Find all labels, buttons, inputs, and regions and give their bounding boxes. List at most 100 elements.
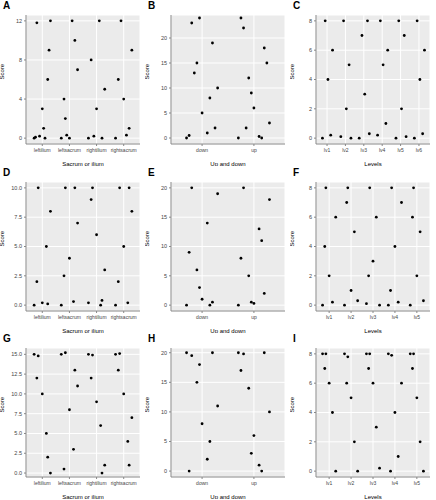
html-text:G: G [3, 333, 11, 345]
svg-text:2.5: 2.5 [14, 451, 22, 457]
svg-text:8: 8 [309, 351, 312, 357]
svg-text:12.5: 12.5 [11, 371, 22, 377]
svg-text:12: 12 [16, 18, 22, 24]
svg-text:5: 5 [164, 439, 167, 445]
svg-text:20: 20 [161, 350, 167, 356]
svg-text:20: 20 [161, 35, 167, 41]
svg-text:lv2: lv2 [342, 147, 349, 153]
svg-text:10: 10 [161, 85, 167, 91]
svg-text:down: down [196, 147, 208, 153]
svg-text:lv3: lv3 [370, 480, 377, 486]
svg-text:4: 4 [309, 76, 312, 82]
svg-text:Up and down: Up and down [210, 494, 245, 499]
svg-text:down: down [196, 313, 208, 319]
svg-text:rightilium: rightilium [87, 313, 107, 319]
svg-text:Score: Score [290, 396, 295, 412]
svg-text:0: 0 [309, 135, 312, 141]
svg-text:lv2: lv2 [348, 313, 355, 319]
svg-text:8: 8 [19, 57, 22, 63]
html-text:A: A [3, 0, 11, 11]
svg-text:5: 5 [164, 272, 167, 278]
svg-text:10.0: 10.0 [11, 391, 22, 397]
svg-text:up: up [251, 147, 257, 153]
html-text:C: C [293, 0, 301, 11]
svg-text:Score: Score [145, 63, 150, 79]
svg-text:0: 0 [19, 135, 22, 141]
svg-text:Score: Score [290, 63, 295, 79]
svg-text:rightsacrum: rightsacrum [111, 147, 137, 153]
svg-text:0: 0 [164, 468, 167, 474]
svg-text:0.0: 0.0 [14, 470, 22, 476]
svg-text:8: 8 [309, 18, 312, 24]
svg-text:Sacrum or ilium: Sacrum or ilium [62, 328, 104, 333]
svg-text:lv1: lv1 [326, 313, 333, 319]
svg-text:lv4: lv4 [392, 480, 399, 486]
svg-text:leftsacrum: leftsacrum [58, 480, 81, 486]
svg-text:rightsacrum: rightsacrum [111, 480, 137, 486]
svg-text:rightilium: rightilium [87, 147, 107, 153]
svg-text:Levels: Levels [364, 328, 381, 333]
svg-text:rightsacrum: rightsacrum [111, 313, 137, 319]
svg-text:lv3: lv3 [370, 313, 377, 319]
svg-text:lv3: lv3 [361, 147, 368, 153]
svg-text:6: 6 [309, 47, 312, 53]
svg-text:0: 0 [309, 468, 312, 474]
html-text:D: D [3, 166, 11, 178]
svg-text:lv5: lv5 [414, 480, 421, 486]
svg-text:10: 10 [161, 243, 167, 249]
svg-text:5.0: 5.0 [14, 431, 22, 437]
svg-text:leftilium: leftilium [34, 147, 51, 153]
svg-text:Levels: Levels [364, 494, 381, 499]
svg-text:lv4: lv4 [379, 147, 386, 153]
svg-text:rightilium: rightilium [87, 480, 107, 486]
svg-text:10.0: 10.0 [11, 184, 22, 190]
svg-text:2: 2 [309, 106, 312, 112]
svg-text:15: 15 [161, 214, 167, 220]
svg-text:lv2: lv2 [348, 480, 355, 486]
svg-text:Up and down: Up and down [210, 328, 245, 333]
svg-text:leftilium: leftilium [34, 480, 51, 486]
svg-text:Sacrum or ilium: Sacrum or ilium [62, 494, 104, 499]
svg-text:lv6: lv6 [416, 147, 423, 153]
svg-text:15: 15 [161, 60, 167, 66]
svg-text:0: 0 [164, 135, 167, 141]
svg-text:up: up [251, 313, 257, 319]
svg-text:lv1: lv1 [326, 480, 333, 486]
svg-text:2.5: 2.5 [14, 272, 22, 278]
svg-text:down: down [196, 480, 208, 486]
svg-text:Score: Score [145, 396, 150, 412]
svg-text:Sacrum or ilium: Sacrum or ilium [62, 161, 104, 166]
svg-text:leftilium: leftilium [34, 313, 51, 319]
svg-text:20: 20 [161, 184, 167, 190]
svg-text:leftsacrum: leftsacrum [58, 313, 81, 319]
svg-text:leftsacrum: leftsacrum [58, 147, 81, 153]
svg-text:15: 15 [161, 380, 167, 386]
svg-text:4: 4 [19, 96, 22, 102]
svg-text:Score: Score [145, 230, 150, 246]
html-text:B: B [148, 0, 156, 11]
svg-text:0.0: 0.0 [14, 302, 22, 308]
svg-text:Score: Score [290, 230, 295, 246]
svg-text:5: 5 [164, 110, 167, 116]
svg-text:Levels: Levels [364, 161, 381, 166]
svg-text:10: 10 [161, 409, 167, 415]
svg-text:6: 6 [309, 380, 312, 386]
svg-text:4: 4 [309, 243, 312, 249]
svg-text:lv4: lv4 [392, 313, 399, 319]
svg-text:2: 2 [309, 272, 312, 278]
svg-text:2: 2 [309, 439, 312, 445]
svg-text:lv5: lv5 [397, 147, 404, 153]
svg-text:15.0: 15.0 [11, 352, 22, 358]
svg-text:5.0: 5.0 [14, 243, 22, 249]
svg-text:7.5: 7.5 [14, 411, 22, 417]
svg-text:7.5: 7.5 [14, 214, 22, 220]
svg-text:lv5: lv5 [414, 313, 421, 319]
svg-text:0: 0 [164, 302, 167, 308]
svg-text:lv1: lv1 [324, 147, 331, 153]
svg-text:0: 0 [309, 302, 312, 308]
svg-text:up: up [251, 480, 257, 486]
svg-text:Up and down: Up and down [210, 161, 245, 166]
svg-text:4: 4 [309, 410, 312, 416]
svg-text:8: 8 [309, 184, 312, 190]
svg-text:6: 6 [309, 214, 312, 220]
